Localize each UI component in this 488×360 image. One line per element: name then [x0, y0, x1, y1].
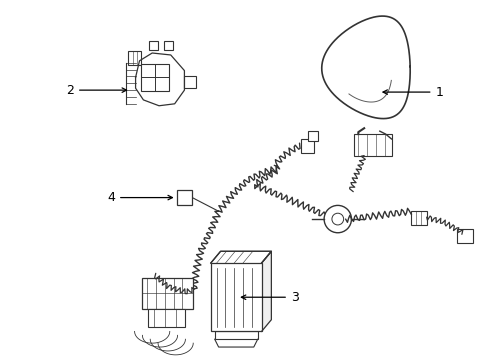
Bar: [176, 190, 192, 206]
Text: 2: 2: [66, 84, 126, 96]
Polygon shape: [210, 251, 271, 263]
Bar: [308, 131, 318, 141]
Bar: [214, 332, 257, 339]
Bar: [127, 51, 141, 65]
Bar: [300, 139, 314, 153]
Bar: [141, 64, 168, 91]
Bar: [354, 134, 391, 156]
Bar: [456, 229, 471, 243]
Bar: [210, 263, 261, 332]
Text: 4: 4: [107, 191, 172, 204]
Bar: [148, 309, 185, 327]
Bar: [149, 41, 158, 50]
Polygon shape: [261, 251, 271, 332]
Text: 1: 1: [382, 86, 443, 99]
Bar: [410, 211, 426, 225]
Bar: [184, 76, 196, 88]
Bar: [142, 278, 193, 309]
Text: 3: 3: [241, 291, 298, 304]
Bar: [163, 41, 172, 50]
